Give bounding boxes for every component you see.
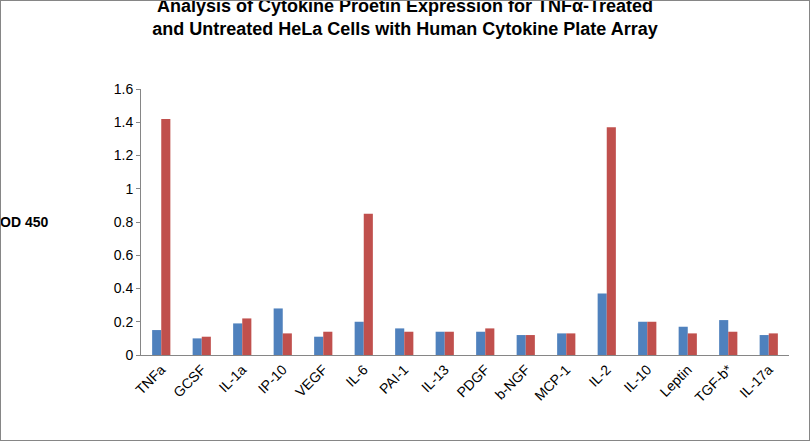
- svg-text:0.6: 0.6: [114, 247, 134, 263]
- svg-text:IL-1a: IL-1a: [215, 361, 249, 395]
- svg-text:PDGF: PDGF: [454, 362, 493, 401]
- svg-text:Analysis of Cytokine Proetin E: Analysis of Cytokine Proetin Expression …: [152, 1, 657, 39]
- svg-text:GCSF: GCSF: [170, 362, 209, 401]
- svg-text:IL-2: IL-2: [585, 361, 614, 390]
- svg-text:Leptin: Leptin: [657, 362, 695, 400]
- svg-text:VEGF: VEGF: [292, 362, 330, 400]
- svg-text:TNFa: TNFa: [132, 361, 168, 397]
- svg-text:IP-10: IP-10: [255, 361, 290, 396]
- svg-text:0.8: 0.8: [114, 214, 134, 230]
- svg-text:OD 450: OD 450: [1, 214, 48, 230]
- svg-text:0.2: 0.2: [114, 314, 134, 330]
- svg-text:IL-6: IL-6: [342, 361, 371, 390]
- svg-text:IL-10: IL-10: [620, 361, 654, 395]
- svg-text:0: 0: [125, 347, 133, 363]
- svg-text:1: 1: [125, 181, 133, 197]
- svg-text:1.6: 1.6: [114, 81, 134, 97]
- svg-text:1.2: 1.2: [114, 147, 134, 163]
- svg-text:0.4: 0.4: [114, 280, 134, 296]
- svg-text:IL-13: IL-13: [418, 361, 452, 395]
- svg-text:b-NGF: b-NGF: [492, 362, 533, 403]
- svg-text:TGF-b*: TGF-b*: [692, 361, 736, 405]
- svg-text:PAI-1: PAI-1: [376, 361, 411, 396]
- svg-text:IL-17a: IL-17a: [736, 361, 776, 401]
- svg-text:MCP-1: MCP-1: [531, 361, 573, 403]
- svg-text:1.4: 1.4: [114, 114, 134, 130]
